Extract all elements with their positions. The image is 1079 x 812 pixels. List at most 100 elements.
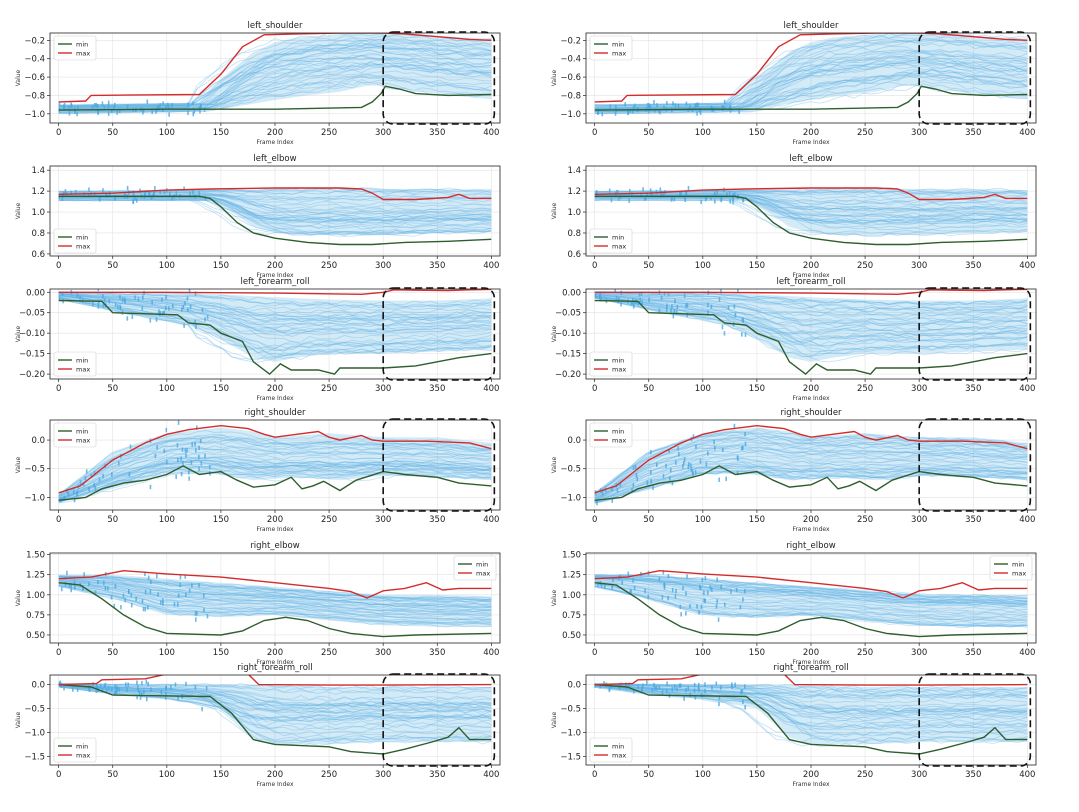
trajectory-line xyxy=(58,446,492,498)
trajectory-marker xyxy=(196,611,198,616)
trajectory-line xyxy=(58,684,492,706)
trajectory-marker xyxy=(145,679,148,685)
trajectory-marker xyxy=(710,105,712,111)
trajectory-line xyxy=(58,295,492,343)
trajectory-marker xyxy=(101,101,104,106)
trajectory-line xyxy=(594,443,1028,496)
trajectory-marker xyxy=(646,191,648,197)
trajectory-line xyxy=(58,463,492,502)
trajectory-marker xyxy=(721,324,724,330)
trajectory-marker xyxy=(177,593,180,598)
x-tick-label: 150 xyxy=(213,770,229,780)
trajectory-marker xyxy=(102,294,104,299)
trajectory-marker xyxy=(70,583,72,588)
trajectory-marker xyxy=(718,477,720,482)
x-tick-label: 400 xyxy=(1019,515,1035,525)
trajectory-line xyxy=(594,291,1028,310)
trajectory-marker xyxy=(141,306,144,311)
trajectory-line xyxy=(58,456,492,501)
trajectory-line xyxy=(58,585,492,624)
x-tick-label: 200 xyxy=(803,384,819,394)
trajectory-marker xyxy=(729,199,732,204)
trajectory-marker xyxy=(114,584,117,589)
trajectory-marker xyxy=(725,476,728,482)
trajectory-marker xyxy=(156,573,158,579)
trajectory-line xyxy=(58,295,492,335)
trajectory-marker xyxy=(727,305,730,310)
x-tick-label: 400 xyxy=(483,128,499,138)
trajectory-marker xyxy=(72,687,74,692)
trajectory-line xyxy=(594,585,1028,627)
trajectory-marker xyxy=(88,581,90,587)
trajectory-line xyxy=(58,49,492,109)
y-axis-label: Value xyxy=(15,202,22,219)
trajectory-line xyxy=(594,193,1028,211)
trajectory-line xyxy=(58,294,492,338)
subplot-title: left_shoulder xyxy=(784,21,839,31)
x-tick-label: 0 xyxy=(56,515,61,525)
x-tick-label: 200 xyxy=(803,128,819,138)
trajectory-marker xyxy=(205,686,208,691)
trajectory-line xyxy=(594,81,1028,115)
trajectory-marker xyxy=(618,685,621,690)
trajectory-marker xyxy=(683,696,685,701)
trajectory-line xyxy=(58,685,492,722)
series-min-line xyxy=(58,195,492,246)
trajectory-marker xyxy=(630,589,632,594)
trajectory-line xyxy=(58,576,492,603)
trajectory-line xyxy=(58,459,492,502)
trajectory-marker xyxy=(136,685,139,690)
trajectory-line xyxy=(594,80,1028,114)
trajectory-marker xyxy=(600,296,602,302)
y-tick-label: 0.6 xyxy=(31,250,45,260)
trajectory-marker xyxy=(60,586,63,592)
trajectory-marker xyxy=(628,682,631,687)
legend-box xyxy=(989,555,1033,581)
x-tick-label: 400 xyxy=(1019,261,1035,271)
trajectory-line xyxy=(58,684,492,708)
x-tick-label: 250 xyxy=(857,128,873,138)
y-tick-label: −1.0 xyxy=(24,110,45,120)
trajectory-marker xyxy=(84,476,87,481)
legend-label-min: min xyxy=(76,357,88,365)
trajectory-line xyxy=(58,298,492,363)
trajectory-marker xyxy=(692,434,695,439)
trajectory-marker xyxy=(168,306,170,311)
trajectory-marker xyxy=(663,291,666,296)
trajectory-line xyxy=(594,292,1028,319)
trajectory-line xyxy=(594,462,1028,502)
trajectory-marker xyxy=(171,303,174,309)
trajectory-marker xyxy=(655,686,658,691)
trajectory-line xyxy=(594,431,1028,494)
trajectory-marker xyxy=(660,193,662,198)
x-tick-label: 300 xyxy=(911,128,927,138)
series-max-line xyxy=(58,33,492,103)
trajectory-marker xyxy=(670,308,672,313)
trajectory-marker xyxy=(130,602,133,608)
trajectory-marker xyxy=(644,588,646,593)
trajectory-line xyxy=(58,45,492,108)
trajectory-band xyxy=(58,683,492,745)
trajectory-marker xyxy=(635,472,638,478)
trajectory-line xyxy=(58,578,492,608)
trajectory-marker xyxy=(141,680,143,686)
x-tick-label: 0 xyxy=(56,261,61,271)
trajectory-marker xyxy=(689,692,692,698)
trajectory-marker xyxy=(74,109,76,115)
trajectory-marker xyxy=(119,295,121,300)
trajectory-line xyxy=(58,578,492,609)
trajectory-line xyxy=(594,577,1028,605)
trajectory-marker xyxy=(108,299,111,304)
trajectory-line xyxy=(58,459,492,501)
trajectory-marker xyxy=(171,103,173,108)
trajectory-marker xyxy=(650,449,652,455)
trajectory-line xyxy=(58,57,492,110)
trajectory-marker xyxy=(185,681,187,687)
trajectory-marker xyxy=(667,595,669,601)
trajectory-marker xyxy=(183,323,185,328)
trajectory-line xyxy=(58,683,492,690)
trajectory-line xyxy=(58,194,492,212)
trajectory-line xyxy=(594,578,1028,607)
trajectory-marker xyxy=(671,304,673,309)
x-tick-label: 350 xyxy=(965,384,981,394)
